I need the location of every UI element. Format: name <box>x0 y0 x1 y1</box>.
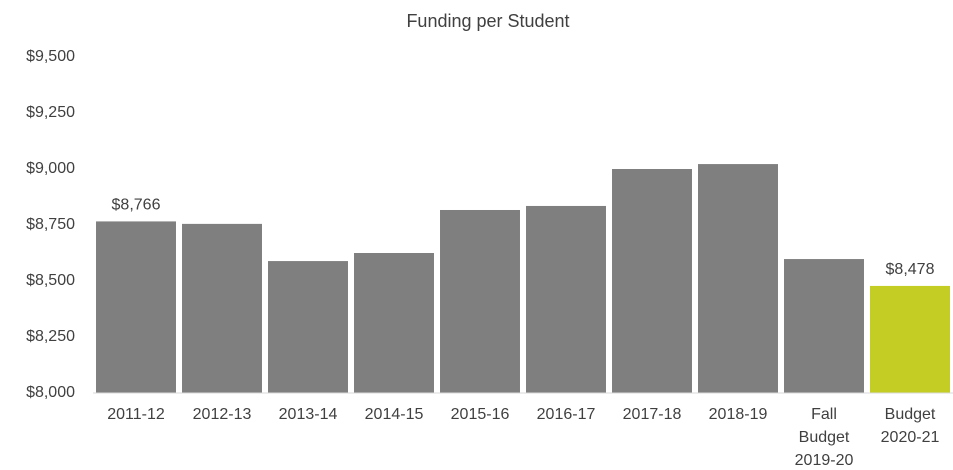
data-label: $8,766 <box>112 197 161 214</box>
bar <box>612 169 692 393</box>
x-tick-label: 2016-17 <box>537 406 596 423</box>
x-tick-label: 2014-15 <box>365 406 424 423</box>
x-tick-label: Fall Budget 2019-20 <box>795 406 854 469</box>
x-tick-label: 2013-14 <box>279 406 338 423</box>
x-tick-label: 2015-16 <box>451 406 510 423</box>
bar <box>268 261 348 393</box>
y-tick-label: $9,000 <box>26 160 75 177</box>
x-tick-label: 2012-13 <box>193 406 252 423</box>
bar <box>526 205 606 393</box>
y-tick-label: $8,250 <box>26 328 75 345</box>
bar <box>870 285 950 393</box>
bar <box>698 164 778 393</box>
bar <box>182 223 262 393</box>
data-label: $8,478 <box>886 261 935 278</box>
bar <box>440 209 520 393</box>
y-tick-label: $9,500 <box>26 48 75 65</box>
y-tick-label: $8,000 <box>26 384 75 401</box>
x-tick-label: 2011-12 <box>107 406 165 423</box>
bar <box>96 221 176 393</box>
y-tick-label: $9,250 <box>26 104 75 121</box>
chart-title: Funding per Student <box>406 11 569 31</box>
y-tick-label: $8,500 <box>26 272 75 289</box>
y-tick-label: $8,750 <box>26 216 75 233</box>
x-tick-label: 2018-19 <box>709 406 768 423</box>
x-tick-label: 2017-18 <box>623 406 682 423</box>
bar <box>354 253 434 393</box>
x-tick-label: Budget 2020-21 <box>881 406 940 446</box>
bar <box>784 259 864 393</box>
